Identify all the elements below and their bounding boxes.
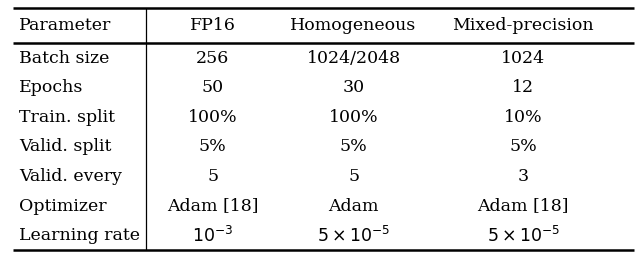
Text: Train. split: Train. split bbox=[19, 109, 115, 126]
Text: 256: 256 bbox=[196, 50, 229, 67]
Text: Homogeneous: Homogeneous bbox=[291, 17, 417, 34]
Text: 5: 5 bbox=[348, 168, 359, 185]
Text: Epochs: Epochs bbox=[19, 79, 84, 96]
Text: 1024: 1024 bbox=[501, 50, 545, 67]
Text: Optimizer: Optimizer bbox=[19, 198, 107, 215]
Text: 12: 12 bbox=[512, 79, 534, 96]
Text: $5 \times 10^{-5}$: $5 \times 10^{-5}$ bbox=[486, 226, 560, 246]
Text: 30: 30 bbox=[342, 79, 365, 96]
Text: 5: 5 bbox=[207, 168, 218, 185]
Text: 100%: 100% bbox=[329, 109, 378, 126]
Text: Valid. split: Valid. split bbox=[19, 138, 111, 155]
Text: Adam: Adam bbox=[328, 198, 379, 215]
Text: Adam [18]: Adam [18] bbox=[167, 198, 259, 215]
Text: FP16: FP16 bbox=[190, 17, 236, 34]
Text: Mixed-precision: Mixed-precision bbox=[452, 17, 594, 34]
Text: Valid. every: Valid. every bbox=[19, 168, 122, 185]
Text: Learning rate: Learning rate bbox=[19, 227, 140, 244]
Text: Adam [18]: Adam [18] bbox=[477, 198, 569, 215]
Text: 5%: 5% bbox=[509, 138, 537, 155]
Text: $10^{-3}$: $10^{-3}$ bbox=[192, 226, 234, 246]
Text: 50: 50 bbox=[202, 79, 224, 96]
Text: 3: 3 bbox=[518, 168, 529, 185]
Text: $5 \times 10^{-5}$: $5 \times 10^{-5}$ bbox=[317, 226, 390, 246]
Text: 100%: 100% bbox=[188, 109, 237, 126]
Text: Batch size: Batch size bbox=[19, 50, 109, 67]
Text: 1024/2048: 1024/2048 bbox=[307, 50, 401, 67]
Text: Parameter: Parameter bbox=[19, 17, 111, 34]
Text: 10%: 10% bbox=[504, 109, 543, 126]
Text: 5%: 5% bbox=[340, 138, 367, 155]
Text: 5%: 5% bbox=[199, 138, 227, 155]
